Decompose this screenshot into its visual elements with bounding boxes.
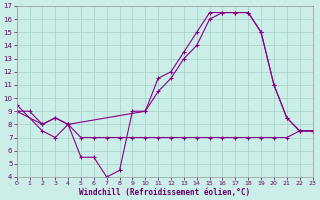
X-axis label: Windchill (Refroidissement éolien,°C): Windchill (Refroidissement éolien,°C) [79,188,250,197]
